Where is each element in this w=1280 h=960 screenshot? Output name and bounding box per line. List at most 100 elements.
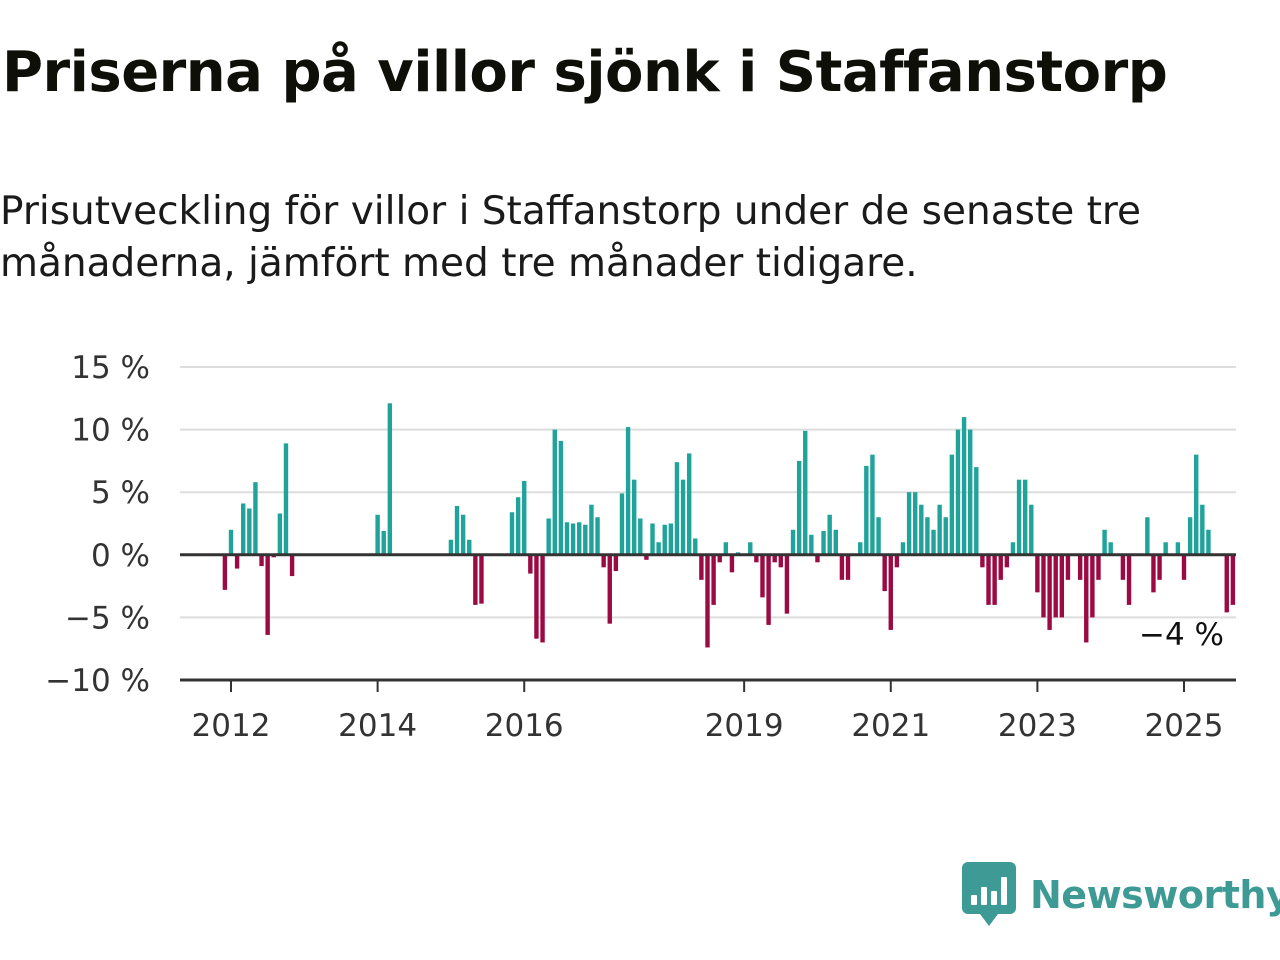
bar — [894, 554, 900, 568]
brand-name: Newsworthy — [1030, 873, 1280, 917]
bar — [454, 505, 460, 555]
bar — [772, 554, 777, 563]
bar — [827, 514, 832, 555]
bar — [638, 518, 643, 555]
bar — [467, 539, 472, 555]
bar — [839, 554, 845, 580]
x-tick-label: 2025 — [1145, 708, 1224, 744]
bar — [943, 517, 948, 555]
bar — [1102, 529, 1107, 555]
bar — [680, 479, 686, 555]
bar — [686, 453, 692, 555]
bar — [448, 539, 454, 555]
bar — [1016, 479, 1022, 555]
bar — [900, 542, 906, 555]
bars — [222, 403, 1236, 648]
axes — [180, 553, 1236, 692]
bar — [662, 524, 667, 555]
bar — [998, 554, 1003, 580]
bar — [625, 427, 631, 555]
bar — [1029, 504, 1034, 555]
bar — [564, 522, 570, 555]
bar — [784, 554, 790, 614]
bar — [931, 529, 936, 555]
y-axis-labels: 15 % 10 % 5 % 0 % −5 % −10 % — [45, 350, 150, 699]
bar — [1077, 554, 1083, 580]
bar — [650, 523, 655, 555]
bar — [631, 479, 637, 555]
bar — [803, 430, 808, 555]
x-tick-label: 2014 — [338, 708, 417, 744]
bar — [265, 554, 270, 635]
bar — [375, 514, 380, 555]
bar — [1053, 554, 1058, 618]
bar — [283, 443, 289, 555]
bar — [766, 554, 771, 625]
bar — [949, 454, 955, 555]
subtitle-line-2: månaderna, jämfört med tre månader tidig… — [0, 241, 918, 286]
bar — [1059, 554, 1065, 618]
bar — [1065, 554, 1071, 580]
y-tick-label: −5 % — [65, 600, 150, 636]
bar — [528, 554, 533, 574]
x-tick-label: 2019 — [705, 708, 784, 744]
bar — [864, 465, 869, 555]
last-value-annotation: −4 % — [1139, 617, 1224, 653]
newsworthy-logo-icon — [962, 862, 1016, 926]
bar — [986, 554, 991, 605]
bar — [833, 529, 838, 555]
bar — [1035, 554, 1040, 593]
bar — [815, 554, 820, 563]
bar-chart: 15 % 10 % 5 % 0 % −5 % −10 % 2012 2014 2016 2019… — [45, 350, 1236, 744]
bar — [668, 523, 674, 555]
bar — [1175, 542, 1181, 555]
bar — [821, 531, 826, 555]
bar — [277, 513, 283, 555]
bar — [717, 554, 722, 563]
bar — [1224, 554, 1229, 613]
bar — [858, 542, 863, 555]
bar — [1230, 554, 1236, 605]
bar — [693, 538, 698, 555]
bar — [913, 492, 918, 555]
y-tick-label: 5 % — [91, 475, 150, 511]
y-tick-label: 0 % — [91, 538, 150, 574]
bar — [906, 492, 912, 555]
bar — [1004, 554, 1010, 568]
bar — [381, 531, 386, 555]
bar — [1090, 554, 1095, 618]
bar — [515, 497, 521, 555]
bar — [705, 554, 710, 648]
bar — [711, 554, 716, 605]
bar — [1108, 542, 1113, 555]
bar — [656, 542, 661, 555]
bar — [613, 554, 619, 572]
bar — [259, 554, 264, 567]
bar — [1181, 554, 1187, 580]
bar — [1194, 454, 1199, 555]
bar — [234, 554, 240, 569]
bar — [1157, 554, 1162, 580]
bar — [1187, 517, 1193, 555]
bar — [1145, 517, 1150, 555]
bar — [992, 554, 997, 605]
bar — [601, 554, 606, 568]
bar — [1126, 554, 1132, 605]
bar — [1096, 554, 1101, 580]
bar — [589, 504, 594, 555]
bar — [809, 534, 814, 555]
bar — [546, 518, 551, 555]
bar — [974, 467, 979, 555]
bar — [1206, 529, 1211, 555]
bar — [674, 462, 680, 555]
bar — [919, 504, 924, 555]
x-tick-label: 2016 — [485, 708, 564, 744]
brand-logo: Newsworthy — [962, 862, 1280, 928]
page-subtitle: Prisutveckling för villor i Staffanstorp… — [0, 186, 1278, 290]
bar — [955, 429, 961, 555]
bar — [760, 554, 765, 598]
x-tick-label: 2012 — [192, 708, 271, 744]
bar — [1084, 554, 1089, 643]
bar — [1151, 554, 1156, 593]
bar — [1120, 554, 1126, 580]
